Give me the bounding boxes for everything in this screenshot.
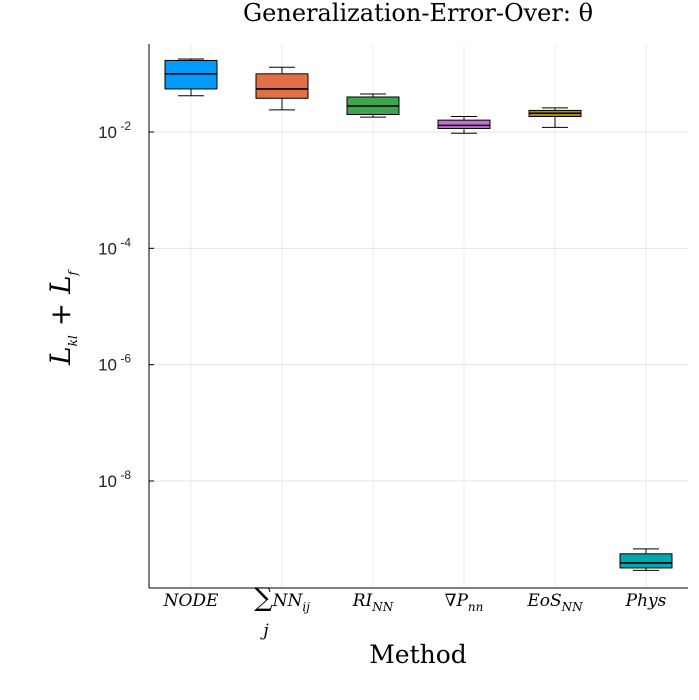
chart-title: Generalization-Error-Over: θ bbox=[243, 0, 593, 27]
svg-text:Lkl + Lf: Lkl + Lf bbox=[44, 268, 80, 366]
y-tick-label: 10 -2 bbox=[98, 119, 131, 142]
box-4 bbox=[528, 107, 582, 128]
box-series bbox=[164, 58, 673, 571]
x-tick-label: EoSNN bbox=[526, 591, 583, 614]
box-0 bbox=[164, 58, 218, 97]
y-tick-label: 10 -6 bbox=[98, 352, 131, 375]
y-tick-label: 10 -4 bbox=[98, 235, 131, 258]
grid-lines bbox=[149, 44, 688, 588]
x-tick-label: ∇Pnn bbox=[445, 591, 484, 614]
x-tick-sum-index: j bbox=[259, 621, 269, 641]
x-tick-label: RINN bbox=[352, 591, 394, 614]
box-2 bbox=[346, 93, 400, 118]
box-iqr bbox=[164, 59, 218, 90]
x-tick-labels: NODE ∑NNij j RINN ∇Pnn EoSNN Phys bbox=[163, 583, 667, 641]
box-5 bbox=[619, 548, 673, 571]
x-tick-label: NODE bbox=[163, 591, 219, 611]
x-tick-label: Phys bbox=[625, 591, 667, 611]
box-iqr bbox=[255, 73, 309, 99]
box-iqr bbox=[619, 553, 673, 569]
box-1 bbox=[255, 66, 309, 111]
x-tick-label: ∑NNij bbox=[254, 583, 310, 614]
x-axis-title: Method bbox=[369, 640, 467, 669]
box-3 bbox=[437, 115, 491, 134]
y-tick-label: 10 -8 bbox=[98, 468, 131, 491]
axes bbox=[148, 44, 688, 589]
y-tick-labels: 10 -2 10 -4 10 -6 10 -8 bbox=[98, 119, 154, 491]
y-axis-title: Lkl + Lf bbox=[44, 268, 80, 366]
box-iqr bbox=[437, 119, 491, 129]
